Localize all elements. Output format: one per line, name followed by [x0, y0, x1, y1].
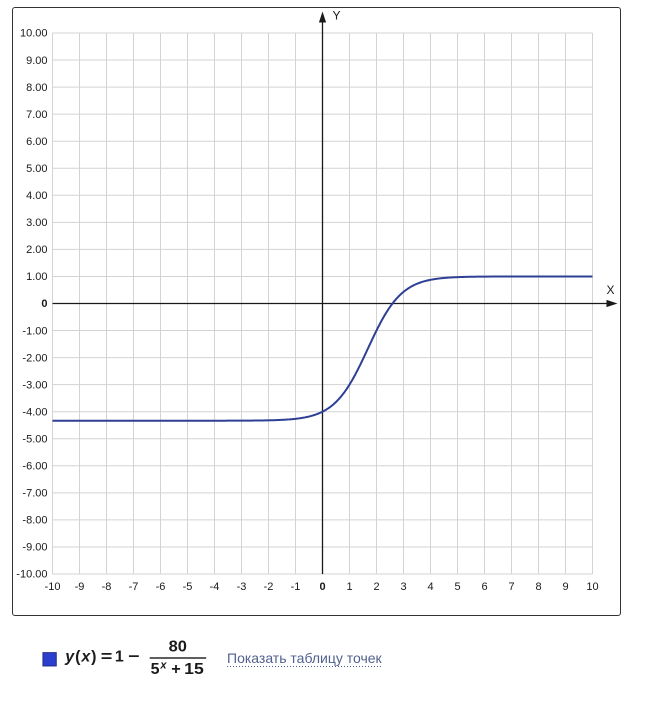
svg-text:4: 4 — [427, 581, 433, 593]
svg-text:-3: -3 — [237, 581, 247, 593]
svg-text:0: 0 — [319, 581, 325, 593]
svg-text:-6: -6 — [156, 581, 166, 593]
svg-text:-6.00: -6.00 — [22, 461, 47, 473]
svg-text:-5.00: -5.00 — [22, 433, 47, 445]
svg-text:3: 3 — [400, 581, 406, 593]
svg-text:8: 8 — [535, 581, 541, 593]
svg-text:-10.00: -10.00 — [16, 569, 47, 581]
svg-text:0: 0 — [41, 298, 47, 310]
svg-text:8.00: 8.00 — [26, 82, 47, 94]
svg-text:10: 10 — [586, 581, 598, 593]
svg-text:9: 9 — [562, 581, 568, 593]
svg-text:3.00: 3.00 — [26, 217, 47, 229]
svg-text:5.00: 5.00 — [26, 163, 47, 175]
svg-text:1: 1 — [115, 648, 124, 665]
svg-text:-8.00: -8.00 — [22, 515, 47, 527]
svg-text:-4.00: -4.00 — [22, 406, 47, 418]
svg-text:7: 7 — [508, 581, 514, 593]
svg-text:-4: -4 — [210, 581, 220, 593]
svg-text:5: 5 — [454, 581, 460, 593]
svg-text:+: + — [171, 661, 181, 678]
svg-text:x: x — [159, 659, 167, 671]
svg-text:2: 2 — [373, 581, 379, 593]
svg-text:Y: Y — [333, 9, 341, 23]
svg-text:15: 15 — [184, 661, 204, 678]
svg-text:-2: -2 — [264, 581, 274, 593]
svg-text:4.00: 4.00 — [26, 190, 47, 202]
svg-text:y(x): y(x) — [64, 648, 97, 665]
svg-text:1: 1 — [346, 581, 352, 593]
svg-text:6: 6 — [481, 581, 487, 593]
svg-text:−: − — [128, 648, 140, 665]
svg-text:-9.00: -9.00 — [22, 542, 47, 554]
svg-text:-1.00: -1.00 — [22, 325, 47, 337]
svg-text:7.00: 7.00 — [26, 109, 47, 121]
svg-text:-10: -10 — [45, 581, 61, 593]
svg-text:X: X — [607, 283, 615, 297]
svg-text:-7.00: -7.00 — [22, 488, 47, 500]
svg-text:-8: -8 — [102, 581, 112, 593]
svg-text:9.00: 9.00 — [26, 55, 47, 67]
svg-text:5: 5 — [151, 661, 160, 678]
svg-text:-2.00: -2.00 — [22, 352, 47, 364]
svg-text:2.00: 2.00 — [26, 244, 47, 256]
svg-text:6.00: 6.00 — [26, 136, 47, 148]
svg-text:=: = — [101, 648, 113, 665]
svg-text:1.00: 1.00 — [26, 271, 47, 283]
svg-text:-7: -7 — [129, 581, 139, 593]
svg-text:-9: -9 — [75, 581, 85, 593]
svg-text:80: 80 — [169, 639, 187, 656]
svg-text:-5: -5 — [183, 581, 193, 593]
svg-text:10.00: 10.00 — [20, 28, 48, 40]
svg-text:-1: -1 — [291, 581, 301, 593]
svg-text:-3.00: -3.00 — [22, 379, 47, 391]
